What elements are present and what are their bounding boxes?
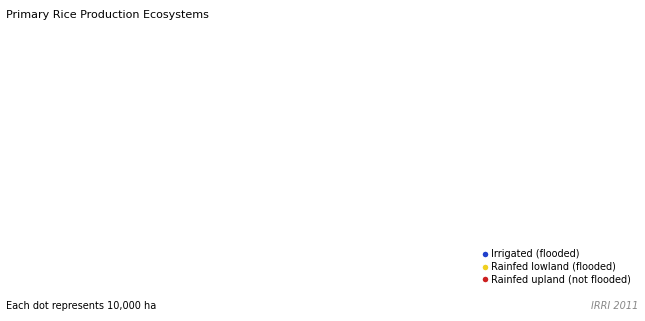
Text: Primary Rice Production Ecosystems: Primary Rice Production Ecosystems (6, 10, 210, 20)
Legend: Irrigated (flooded), Rainfed lowland (flooded), Rainfed upland (not flooded): Irrigated (flooded), Rainfed lowland (fl… (479, 246, 633, 288)
Text: Each dot represents 10,000 ha: Each dot represents 10,000 ha (6, 301, 157, 311)
Text: IRRI 2011: IRRI 2011 (591, 301, 639, 311)
